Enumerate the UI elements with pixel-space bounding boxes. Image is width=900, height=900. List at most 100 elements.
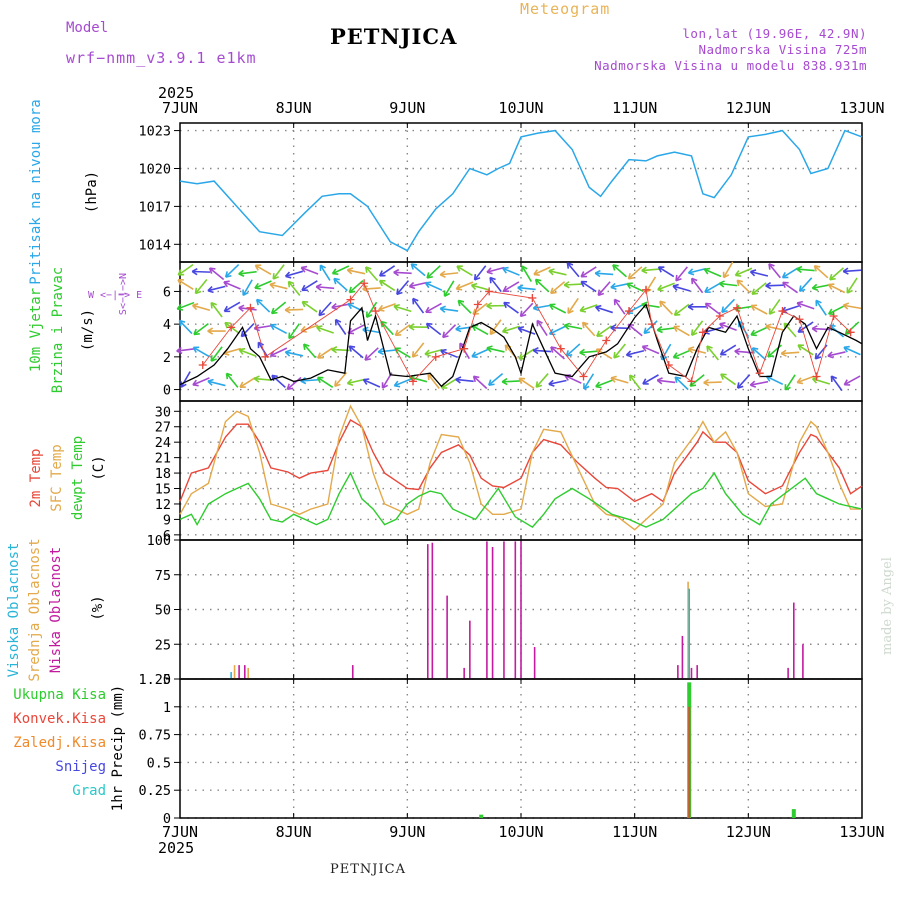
wind-arrow [657, 282, 675, 291]
wind-arrow-head [272, 273, 279, 280]
wind-arrow-head [687, 346, 695, 354]
lonlat-info: lon,lat (19.96E, 42.9N) [682, 26, 867, 41]
wind-arrow-head [489, 276, 496, 284]
wind-arrow [829, 267, 845, 281]
wind-arrow-head [238, 347, 246, 355]
wind-arrow [565, 343, 581, 357]
wind-arrow-head [176, 303, 184, 311]
wind-arrow-head [502, 285, 510, 292]
precip-ytick-label: 0.75 [138, 728, 171, 744]
wind-arrow-head [659, 300, 666, 308]
wind-arrow [597, 281, 611, 296]
temperature-ytick-label: 27 [155, 420, 171, 436]
precip-ytick-label: 1.25 [138, 672, 171, 688]
wind-arrow [796, 268, 815, 272]
wind-arrow-head [301, 284, 308, 292]
pressure-panel: 1014 1017 1020 1023 [138, 122, 863, 263]
wind-arrow-head [455, 376, 462, 384]
wind-arrow [550, 346, 566, 360]
wind-arrow-head [224, 271, 232, 278]
wind-arrow [238, 306, 257, 311]
wind-arrow-head [223, 280, 230, 288]
wind-arrow [409, 281, 428, 288]
wind-arrow [471, 284, 490, 291]
wind-arrow [719, 282, 738, 287]
wind-arrow [521, 265, 533, 282]
wind-arrow [642, 345, 660, 355]
wind-axis-label-1: 10m Vjetar [28, 288, 44, 372]
wind-arrow [502, 267, 520, 276]
wind-arrow [536, 320, 548, 337]
wind-arrow [610, 282, 629, 289]
wind-arrow [332, 265, 350, 275]
wind-arrow-head [533, 269, 540, 276]
wind-arrow-head [796, 300, 804, 308]
wind-arrow [703, 381, 722, 384]
wind-arrow-head [581, 321, 589, 329]
wind-arrow [301, 300, 318, 313]
clouds-ytick-label: 50 [155, 603, 171, 619]
precip-ytick-label: 0 [163, 811, 171, 827]
wind-arrow [626, 349, 645, 356]
wind-arrow-head [610, 324, 617, 332]
wind-arrow [456, 265, 473, 277]
wind-arrow-head [811, 325, 818, 333]
wind-arrow-head [333, 277, 340, 285]
wind-ytick-label: 0 [163, 383, 171, 399]
wind-arrow-head [703, 378, 710, 387]
wind-arrow-head [377, 347, 384, 356]
wind-arrow [239, 376, 256, 388]
wind-arrow-head [408, 281, 416, 290]
wind-arrow-head [362, 378, 370, 385]
wind-arrow-head [843, 345, 850, 353]
wind-gust-marker [602, 336, 611, 345]
wind-arrow [705, 302, 721, 315]
wind-arrow-head [365, 311, 373, 319]
wind-arrow [210, 346, 223, 362]
wind-gust-marker [261, 352, 270, 361]
wind-arrow [610, 326, 629, 330]
wind-arrow [828, 283, 846, 294]
wind-gust-marker [647, 320, 656, 329]
wind-arrow-head [224, 321, 231, 329]
wind-arrow [517, 327, 536, 335]
wind-arrow [300, 266, 319, 275]
wind-arrow-head [703, 267, 711, 275]
wind-arrow [641, 303, 660, 308]
wind-arrow [316, 285, 335, 290]
wind-arrow-head [830, 375, 838, 382]
wind-arrow-head [207, 378, 214, 386]
wind-gust-marker [246, 303, 255, 312]
wind-arrow [768, 298, 781, 315]
wind-arrow-head [563, 281, 570, 289]
wind-arrow [426, 265, 441, 279]
wind-arrow-head [331, 346, 338, 354]
wind-arrow [750, 326, 768, 336]
precip-ytick-label: 0.25 [138, 783, 171, 799]
wind-arrow [440, 272, 459, 276]
wind-gust-marker [732, 303, 741, 312]
wind-arrow [719, 323, 737, 332]
wind-arrow [316, 326, 334, 334]
pressure-ytick-label: 1014 [138, 237, 171, 253]
wind-arrow-head [719, 322, 726, 329]
model-elevation-info: Nadmorska Visina u modelu 838.931m [594, 58, 867, 73]
legend-graupel: Grad [72, 783, 106, 799]
wind-arrow-head [396, 288, 403, 296]
wind-arrow-head [518, 377, 526, 384]
wind-arrow-head [548, 268, 555, 276]
wind-arrow-head [210, 301, 217, 309]
wind-arrow [596, 325, 613, 337]
wind-gust-marker [795, 315, 804, 324]
wind-arrow [486, 266, 505, 273]
wind-arrow-head [319, 264, 326, 272]
wind-arrow-head [656, 377, 663, 385]
bottom-date-label: 13JUN [839, 823, 884, 841]
wind-arrow-head [750, 329, 757, 337]
wind-gust-marker [473, 300, 482, 309]
wind-arrow [223, 281, 241, 290]
top-date-label: 12JUN [726, 99, 771, 117]
wind-arrow-head [269, 281, 276, 290]
wind-arrow [378, 302, 396, 311]
wind-arrow-head [721, 306, 728, 314]
